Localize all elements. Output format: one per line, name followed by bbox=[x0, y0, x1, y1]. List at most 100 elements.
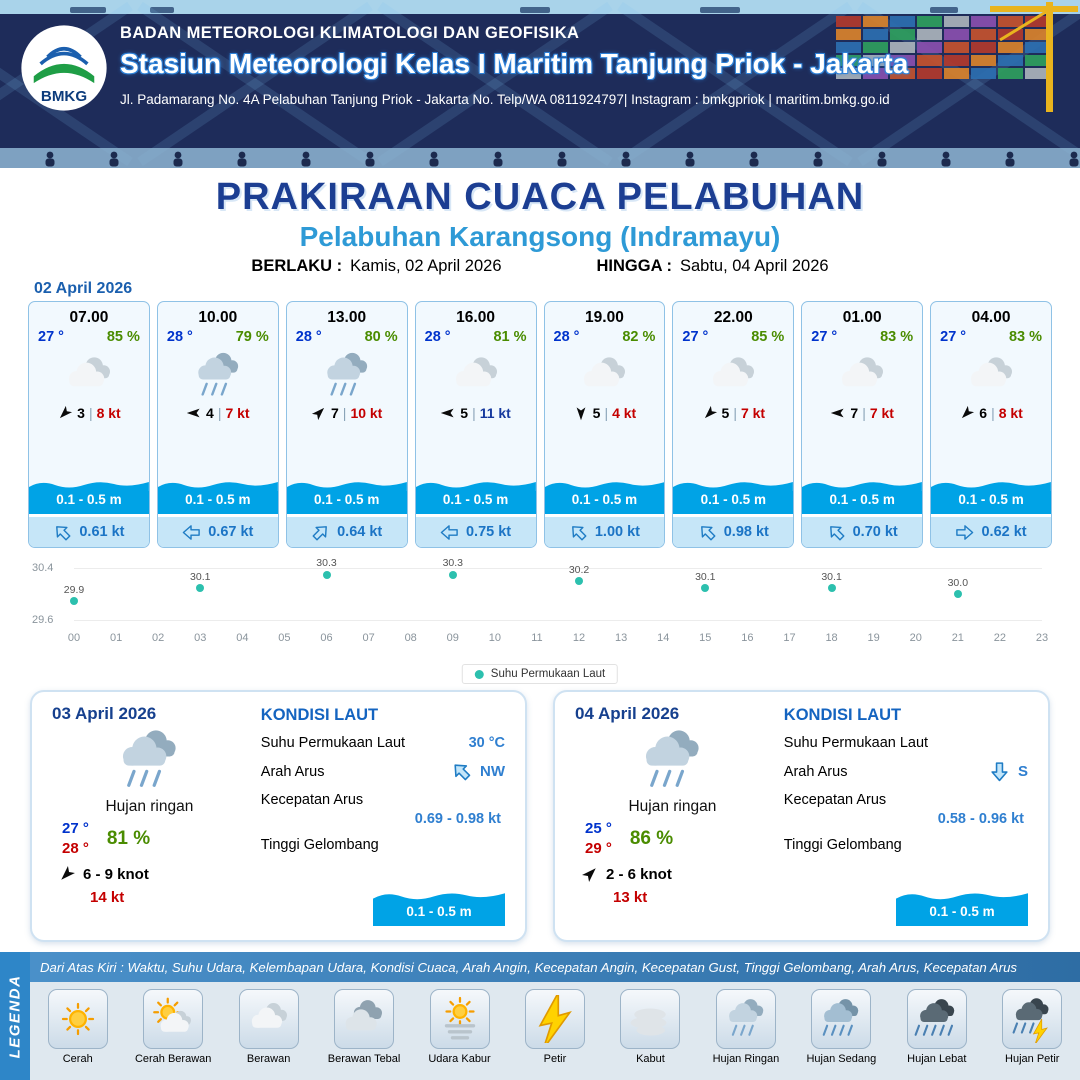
sst-data-label: 30.0 bbox=[947, 577, 969, 589]
wave-height-band: 0.1 - 0.5 m bbox=[415, 479, 536, 514]
x-axis-tick: 00 bbox=[67, 632, 81, 644]
current-direction-icon bbox=[53, 523, 72, 542]
wind-speed: 6 bbox=[979, 405, 988, 421]
wind-row: 5 | 11 kt bbox=[440, 405, 511, 421]
wind-speed: 7 bbox=[331, 405, 339, 421]
station-address: Jl. Padamarang No. 4A Pelabuhan Tanjung … bbox=[120, 92, 890, 107]
temp-max: 28 ° bbox=[62, 840, 89, 857]
temp-humidity-row: 27 ° 83 % bbox=[931, 327, 1051, 345]
sst-data-point bbox=[953, 590, 962, 598]
separator: | bbox=[862, 405, 866, 421]
weather-icon-udara-kabur bbox=[429, 989, 490, 1049]
current-speed: 0.62 kt bbox=[981, 524, 1027, 540]
wave-height-band: 0.1 - 0.5 m bbox=[802, 479, 923, 514]
gust-speed: 8 kt bbox=[998, 405, 1023, 421]
hourly-forecast-card: 07.00 27 ° 85 % 3 | 8 kt 0.1 - 0.5 m 0.61 kt bbox=[28, 301, 150, 548]
wave-crest-icon bbox=[896, 893, 1028, 903]
legend-item-label: Hujan Lebat bbox=[907, 1053, 967, 1065]
wind-direction-icon bbox=[702, 405, 718, 421]
humidity: 83 % bbox=[880, 329, 914, 345]
logo-text: BMKG bbox=[41, 88, 87, 105]
temp-humidity-row: 28 ° 81 % bbox=[416, 327, 536, 345]
x-axis-tick: 22 bbox=[993, 632, 1007, 644]
wave-height-band: 0.1 - 0.5 m bbox=[896, 890, 1028, 926]
hourly-forecast-card: 04.00 27 ° 83 % 6 | 8 kt 0.1 - 0.5 m 0.62 kt bbox=[930, 301, 1052, 548]
valid-until-value: Sabtu, 04 April 2026 bbox=[679, 257, 829, 275]
sst-label: Suhu Permukaan Laut bbox=[260, 735, 406, 751]
x-axis-tick: 15 bbox=[699, 632, 712, 644]
legend-item-label: Kabut bbox=[636, 1053, 665, 1065]
x-axis-tick: 20 bbox=[909, 632, 922, 644]
x-axis-tick: 11 bbox=[531, 632, 543, 644]
legend-item: Cerah Berawan bbox=[125, 982, 220, 1080]
chart-legend: Suhu Permukaan Laut bbox=[461, 664, 619, 684]
air-temperature: 27 ° bbox=[682, 329, 709, 345]
legend-item: Hujan Lebat bbox=[889, 982, 984, 1080]
legend-item: Hujan Ringan bbox=[698, 982, 793, 1080]
header-illustration bbox=[0, 0, 1080, 168]
weather-icon-berawan bbox=[445, 348, 507, 404]
legend-dot-icon bbox=[474, 669, 484, 679]
weather-icon-berawan bbox=[960, 348, 1022, 404]
forecast-time: 01.00 bbox=[842, 309, 882, 326]
wind-direction-icon bbox=[573, 405, 589, 421]
temp-humidity-row: 27 ° 85 % bbox=[29, 327, 149, 345]
wind-direction-icon bbox=[830, 405, 846, 421]
wind-row: 2 - 6 knot bbox=[575, 865, 770, 883]
wind-direction-icon bbox=[57, 405, 73, 421]
air-temperature: 28 ° bbox=[166, 329, 193, 345]
legend-item: Udara Kabur bbox=[412, 982, 507, 1080]
current-direction-icon bbox=[989, 761, 1010, 782]
sst-data-label: 30.2 bbox=[568, 564, 590, 576]
current-row: 0.70 kt bbox=[802, 514, 923, 547]
temperature-row: 27 ° 28 ° 81 % bbox=[52, 820, 247, 857]
legend-item-label: Hujan Ringan bbox=[712, 1053, 780, 1065]
sst-value: 30 °C bbox=[468, 735, 505, 751]
current-row: 0.62 kt bbox=[931, 514, 1051, 547]
sst-chart: 30.4 29.6 00 01 02 03 04 05 06 07 08 09 10 11 12 13 14… bbox=[30, 556, 1050, 656]
current-row: 0.75 kt bbox=[415, 514, 536, 547]
temp-max: 29 ° bbox=[585, 840, 612, 857]
gust-speed: 14 kt bbox=[90, 889, 125, 906]
wave-height-band: 0.1 - 0.5 m bbox=[286, 479, 407, 514]
wind-speed: 4 bbox=[206, 405, 214, 421]
sst-data-point bbox=[448, 570, 457, 579]
legend-item-label: Udara Kabur bbox=[428, 1053, 491, 1065]
x-axis-tick: 10 bbox=[488, 632, 501, 644]
bmkg-logo: BMKG bbox=[20, 24, 108, 112]
legend-item: Berawan bbox=[221, 982, 316, 1080]
legend-item: Hujan Petir bbox=[985, 982, 1080, 1080]
wave-crest-icon bbox=[373, 893, 505, 903]
weather-icon-hujan-lebat bbox=[906, 989, 967, 1049]
wave-height-band: 0.1 - 0.5 m bbox=[157, 479, 278, 514]
x-axis-tick: 14 bbox=[657, 632, 670, 644]
temp-humidity-row: 28 ° 82 % bbox=[545, 327, 665, 345]
valid-from: BERLAKU : Kamis, 02 April 2026 bbox=[251, 257, 501, 276]
wave-height-band: 0.1 - 0.5 m bbox=[29, 479, 149, 514]
gust-speed: 8 kt bbox=[96, 405, 121, 421]
legend-item-label: Berawan Tebal bbox=[327, 1053, 401, 1065]
legend-item-label: Berawan bbox=[246, 1053, 291, 1065]
wind-direction-icon bbox=[959, 405, 975, 421]
legend-section: LEGENDA Dari Atas Kiri : Waktu, Suhu Uda… bbox=[0, 952, 1080, 1080]
x-axis-tick: 23 bbox=[1035, 632, 1049, 644]
wind-row: 5 | 7 kt bbox=[702, 405, 765, 421]
wind-speed: 5 bbox=[460, 405, 469, 421]
current-direction-icon bbox=[440, 523, 459, 542]
sea-conditions-heading: KONDISI LAUT bbox=[260, 706, 379, 724]
legend-item-label: Hujan Sedang bbox=[806, 1053, 877, 1065]
weather-icon-berawan bbox=[573, 348, 635, 404]
separator: | bbox=[733, 405, 737, 421]
gust-speed: 7 kt bbox=[225, 405, 250, 421]
current-row: 0.98 kt bbox=[673, 514, 794, 547]
forecast-time: 16.00 bbox=[456, 309, 495, 326]
hourly-forecast-card: 16.00 28 ° 81 % 5 | 11 kt 0.1 - 0.5 m 0.75 kt bbox=[414, 301, 537, 548]
x-axis-tick: 12 bbox=[572, 632, 586, 644]
valid-until-label: HINGGA : bbox=[596, 257, 672, 275]
weather-icon-berawan bbox=[831, 348, 893, 404]
humidity: 80 % bbox=[364, 329, 398, 345]
x-axis-tick: 19 bbox=[867, 632, 880, 644]
gust-speed: 13 kt bbox=[613, 889, 648, 906]
x-axis-tick: 21 bbox=[951, 632, 964, 644]
weather-icon-berawan bbox=[58, 348, 120, 404]
